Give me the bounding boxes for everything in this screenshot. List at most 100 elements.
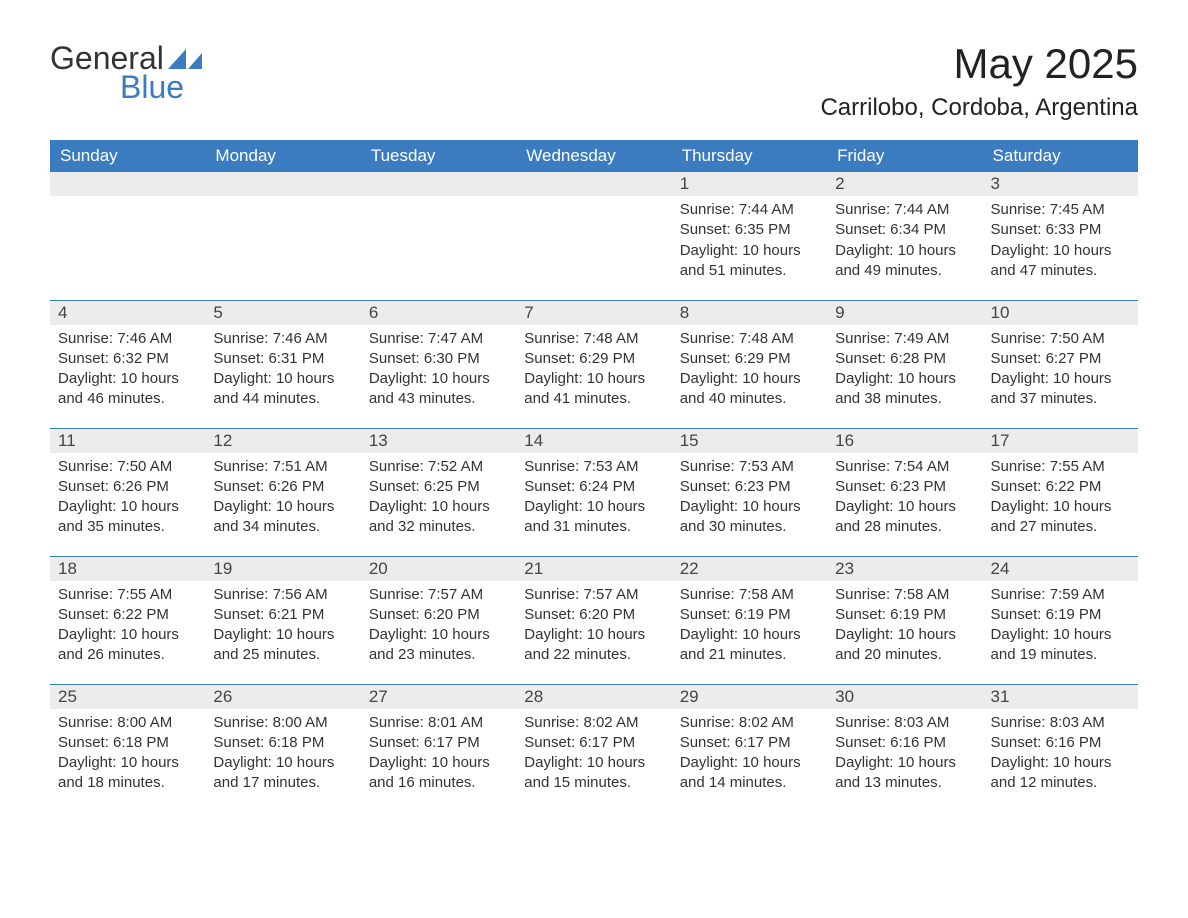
daylight-text: Daylight: 10 hours and 22 minutes. bbox=[524, 625, 663, 666]
day-number: 7 bbox=[516, 301, 671, 325]
sunset-text: Sunset: 6:17 PM bbox=[369, 733, 508, 753]
calendar-day-cell: 6Sunrise: 7:47 AMSunset: 6:30 PMDaylight… bbox=[361, 300, 516, 428]
logo-text-blue: Blue bbox=[120, 69, 184, 106]
daylight-text: Daylight: 10 hours and 46 minutes. bbox=[58, 369, 197, 410]
daylight-text: Daylight: 10 hours and 13 minutes. bbox=[835, 753, 974, 794]
sunset-text: Sunset: 6:16 PM bbox=[835, 733, 974, 753]
day-body: Sunrise: 7:52 AMSunset: 6:25 PMDaylight:… bbox=[361, 453, 516, 546]
daylight-text: Daylight: 10 hours and 35 minutes. bbox=[58, 497, 197, 538]
daylight-text: Daylight: 10 hours and 18 minutes. bbox=[58, 753, 197, 794]
sunset-text: Sunset: 6:19 PM bbox=[991, 605, 1130, 625]
day-body: Sunrise: 7:49 AMSunset: 6:28 PMDaylight:… bbox=[827, 325, 982, 418]
weekday-header: Thursday bbox=[672, 140, 827, 172]
calendar-day-cell: 9Sunrise: 7:49 AMSunset: 6:28 PMDaylight… bbox=[827, 300, 982, 428]
sunrise-text: Sunrise: 8:01 AM bbox=[369, 713, 508, 733]
day-body: Sunrise: 7:51 AMSunset: 6:26 PMDaylight:… bbox=[205, 453, 360, 546]
day-number-empty bbox=[516, 172, 671, 196]
sunset-text: Sunset: 6:30 PM bbox=[369, 349, 508, 369]
calendar-header-row: SundayMondayTuesdayWednesdayThursdayFrid… bbox=[50, 140, 1138, 172]
weekday-header: Sunday bbox=[50, 140, 205, 172]
day-body: Sunrise: 7:44 AMSunset: 6:35 PMDaylight:… bbox=[672, 196, 827, 289]
day-body: Sunrise: 8:03 AMSunset: 6:16 PMDaylight:… bbox=[983, 709, 1138, 802]
calendar-day-cell: 2Sunrise: 7:44 AMSunset: 6:34 PMDaylight… bbox=[827, 172, 982, 300]
day-number: 5 bbox=[205, 301, 360, 325]
day-body: Sunrise: 7:45 AMSunset: 6:33 PMDaylight:… bbox=[983, 196, 1138, 289]
weekday-header: Wednesday bbox=[516, 140, 671, 172]
sunrise-text: Sunrise: 7:53 AM bbox=[680, 457, 819, 477]
sunset-text: Sunset: 6:17 PM bbox=[524, 733, 663, 753]
daylight-text: Daylight: 10 hours and 19 minutes. bbox=[991, 625, 1130, 666]
calendar-day-cell: 16Sunrise: 7:54 AMSunset: 6:23 PMDayligh… bbox=[827, 428, 982, 556]
sunset-text: Sunset: 6:34 PM bbox=[835, 220, 974, 240]
calendar-day-cell bbox=[205, 172, 360, 300]
day-number: 24 bbox=[983, 557, 1138, 581]
day-number: 31 bbox=[983, 685, 1138, 709]
calendar-body: 1Sunrise: 7:44 AMSunset: 6:35 PMDaylight… bbox=[50, 172, 1138, 812]
weekday-header: Saturday bbox=[983, 140, 1138, 172]
sunrise-text: Sunrise: 7:53 AM bbox=[524, 457, 663, 477]
sunset-text: Sunset: 6:29 PM bbox=[524, 349, 663, 369]
day-number: 11 bbox=[50, 429, 205, 453]
day-body: Sunrise: 7:44 AMSunset: 6:34 PMDaylight:… bbox=[827, 196, 982, 289]
sunset-text: Sunset: 6:20 PM bbox=[369, 605, 508, 625]
sunrise-text: Sunrise: 7:48 AM bbox=[680, 329, 819, 349]
day-body: Sunrise: 7:53 AMSunset: 6:24 PMDaylight:… bbox=[516, 453, 671, 546]
calendar-day-cell: 19Sunrise: 7:56 AMSunset: 6:21 PMDayligh… bbox=[205, 556, 360, 684]
sunset-text: Sunset: 6:24 PM bbox=[524, 477, 663, 497]
sunrise-text: Sunrise: 7:47 AM bbox=[369, 329, 508, 349]
day-number: 4 bbox=[50, 301, 205, 325]
day-body: Sunrise: 7:48 AMSunset: 6:29 PMDaylight:… bbox=[672, 325, 827, 418]
page-header: General Blue May 2025 Carrilobo, Cordoba… bbox=[50, 40, 1138, 122]
day-number: 27 bbox=[361, 685, 516, 709]
day-number: 1 bbox=[672, 172, 827, 196]
sunset-text: Sunset: 6:23 PM bbox=[680, 477, 819, 497]
calendar-day-cell: 23Sunrise: 7:58 AMSunset: 6:19 PMDayligh… bbox=[827, 556, 982, 684]
day-number: 18 bbox=[50, 557, 205, 581]
sunset-text: Sunset: 6:19 PM bbox=[835, 605, 974, 625]
day-body: Sunrise: 7:46 AMSunset: 6:32 PMDaylight:… bbox=[50, 325, 205, 418]
day-number: 26 bbox=[205, 685, 360, 709]
day-number-empty bbox=[361, 172, 516, 196]
daylight-text: Daylight: 10 hours and 38 minutes. bbox=[835, 369, 974, 410]
calendar-day-cell: 22Sunrise: 7:58 AMSunset: 6:19 PMDayligh… bbox=[672, 556, 827, 684]
sunset-text: Sunset: 6:31 PM bbox=[213, 349, 352, 369]
day-body: Sunrise: 8:01 AMSunset: 6:17 PMDaylight:… bbox=[361, 709, 516, 802]
calendar-day-cell bbox=[361, 172, 516, 300]
sunset-text: Sunset: 6:33 PM bbox=[991, 220, 1130, 240]
sunset-text: Sunset: 6:29 PM bbox=[680, 349, 819, 369]
calendar-day-cell: 21Sunrise: 7:57 AMSunset: 6:20 PMDayligh… bbox=[516, 556, 671, 684]
day-number: 30 bbox=[827, 685, 982, 709]
daylight-text: Daylight: 10 hours and 23 minutes. bbox=[369, 625, 508, 666]
daylight-text: Daylight: 10 hours and 28 minutes. bbox=[835, 497, 974, 538]
calendar-day-cell bbox=[516, 172, 671, 300]
day-number: 10 bbox=[983, 301, 1138, 325]
sunset-text: Sunset: 6:32 PM bbox=[58, 349, 197, 369]
daylight-text: Daylight: 10 hours and 21 minutes. bbox=[680, 625, 819, 666]
day-body: Sunrise: 7:58 AMSunset: 6:19 PMDaylight:… bbox=[672, 581, 827, 674]
day-body: Sunrise: 8:00 AMSunset: 6:18 PMDaylight:… bbox=[205, 709, 360, 802]
sunrise-text: Sunrise: 7:55 AM bbox=[991, 457, 1130, 477]
sunrise-text: Sunrise: 7:56 AM bbox=[213, 585, 352, 605]
day-body: Sunrise: 7:50 AMSunset: 6:26 PMDaylight:… bbox=[50, 453, 205, 546]
sunrise-text: Sunrise: 7:59 AM bbox=[991, 585, 1130, 605]
calendar-day-cell: 13Sunrise: 7:52 AMSunset: 6:25 PMDayligh… bbox=[361, 428, 516, 556]
calendar-day-cell: 24 Sunrise: 7:59 AMSunset: 6:19 PMDayligh… bbox=[983, 556, 1138, 684]
calendar-day-cell: 1Sunrise: 7:44 AMSunset: 6:35 PMDaylight… bbox=[672, 172, 827, 300]
sunset-text: Sunset: 6:25 PM bbox=[369, 477, 508, 497]
day-body: Sunrise: 7:53 AMSunset: 6:23 PMDaylight:… bbox=[672, 453, 827, 546]
day-body: Sunrise: 7:54 AMSunset: 6:23 PMDaylight:… bbox=[827, 453, 982, 546]
calendar-day-cell: 17Sunrise: 7:55 AMSunset: 6:22 PMDayligh… bbox=[983, 428, 1138, 556]
sunrise-text: Sunrise: 7:44 AM bbox=[835, 200, 974, 220]
daylight-text: Daylight: 10 hours and 43 minutes. bbox=[369, 369, 508, 410]
daylight-text: Daylight: 10 hours and 51 minutes. bbox=[680, 241, 819, 282]
sunrise-text: Sunrise: 8:03 AM bbox=[835, 713, 974, 733]
day-body: Sunrise: 7:55 AMSunset: 6:22 PMDaylight:… bbox=[50, 581, 205, 674]
day-body: Sunrise: 7:58 AMSunset: 6:19 PMDaylight:… bbox=[827, 581, 982, 674]
calendar-day-cell: 7Sunrise: 7:48 AMSunset: 6:29 PMDaylight… bbox=[516, 300, 671, 428]
calendar-day-cell bbox=[50, 172, 205, 300]
daylight-text: Daylight: 10 hours and 30 minutes. bbox=[680, 497, 819, 538]
day-number: 12 bbox=[205, 429, 360, 453]
daylight-text: Daylight: 10 hours and 15 minutes. bbox=[524, 753, 663, 794]
logo: General Blue bbox=[50, 40, 202, 106]
daylight-text: Daylight: 10 hours and 20 minutes. bbox=[835, 625, 974, 666]
